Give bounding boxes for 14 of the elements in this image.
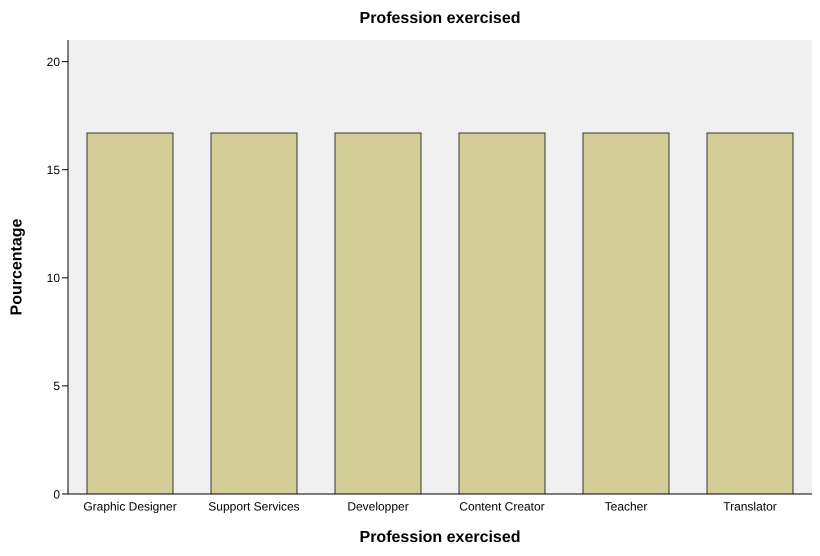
chart-title: Profession exercised	[358, 10, 522, 28]
x-tick-label: Support Services	[208, 500, 300, 514]
y-tick-label: 0	[53, 487, 60, 502]
x-axis-title: Profession exercised	[360, 529, 520, 546]
y-tick-label: 10	[46, 271, 60, 286]
y-tick-label: 20	[46, 54, 60, 69]
x-tick-label: Graphic Designer	[83, 500, 177, 514]
y-tick-label: 5	[53, 379, 60, 394]
x-tick-label: Content Creator	[459, 500, 545, 514]
x-tick-label: Teacher	[604, 500, 648, 514]
y-tick-label: 15	[46, 162, 60, 177]
x-tick-label: Translator	[723, 500, 777, 514]
y-axis-title: Pourcentage	[8, 218, 26, 316]
x-tick-label: Developper	[347, 500, 409, 514]
